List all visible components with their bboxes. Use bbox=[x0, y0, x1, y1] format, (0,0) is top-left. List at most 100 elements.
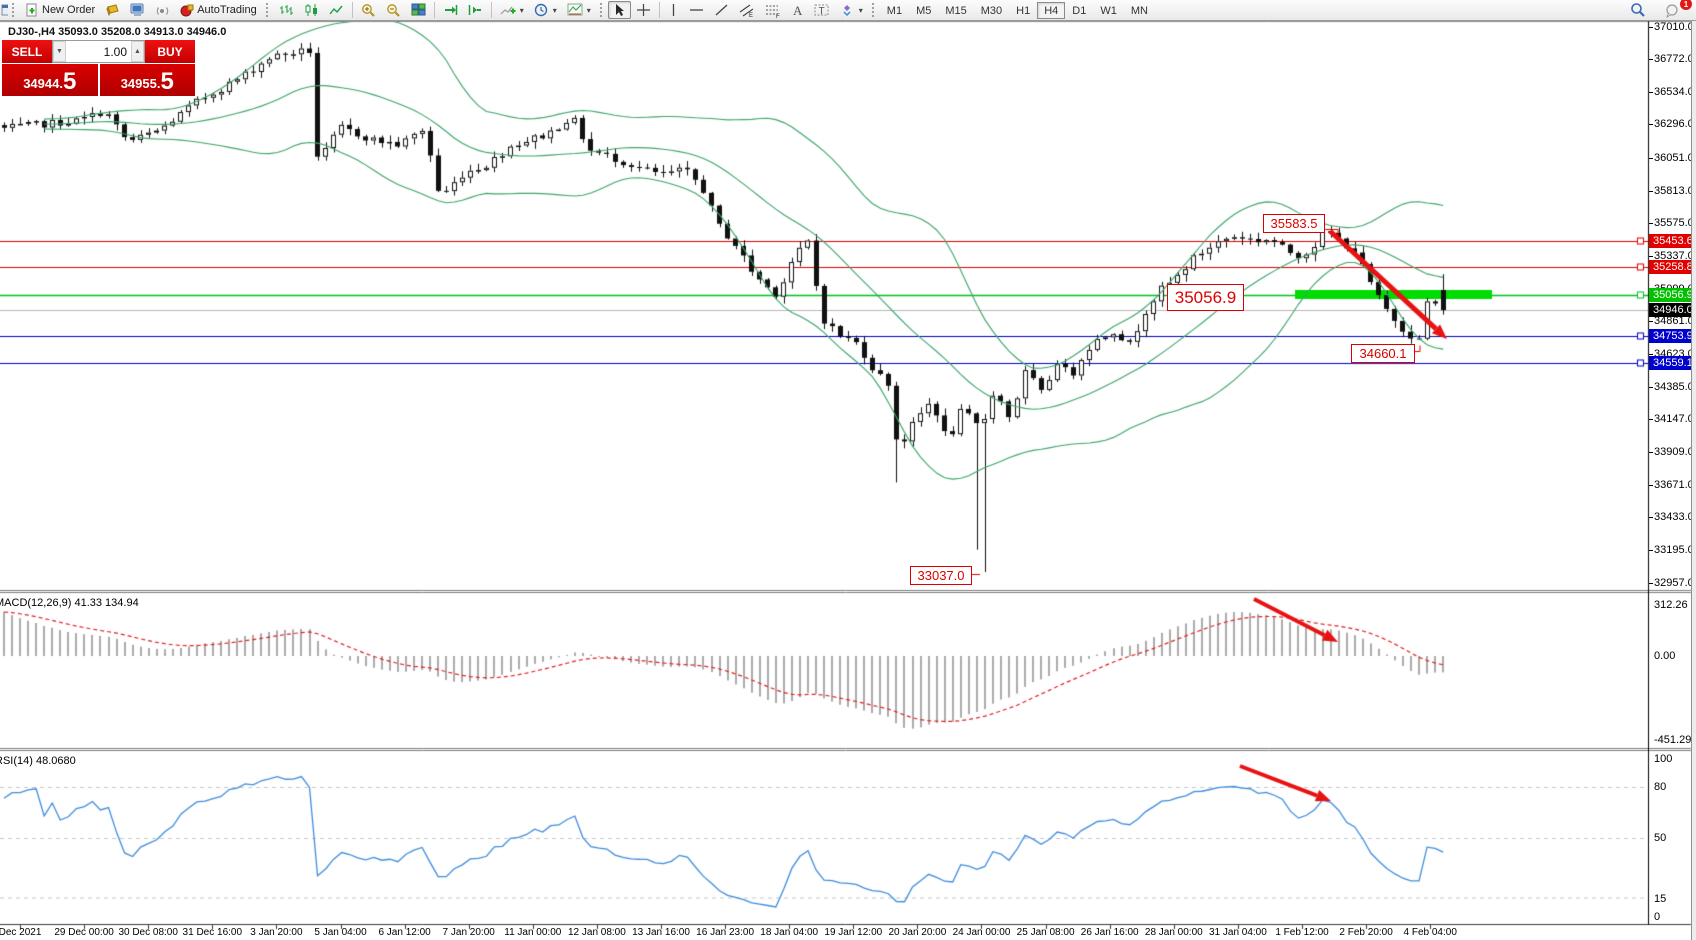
trendline-tool-button[interactable] bbox=[709, 1, 734, 19]
sell-price-display[interactable]: 34944. 5 bbox=[2, 64, 98, 96]
volume-field: ▼ 1.00 ▲ bbox=[52, 40, 145, 63]
buy-price-display[interactable]: 34955. 5 bbox=[99, 64, 195, 96]
toolbar-grip[interactable] bbox=[871, 3, 877, 17]
volume-input[interactable]: 1.00 bbox=[103, 44, 127, 59]
svg-text:T: T bbox=[818, 6, 824, 17]
toolbar: New Order AutoTrading ▾ ▾ ▾ E F A T ▾ M1… bbox=[0, 0, 1696, 21]
time-axis-label: 16 Jan 23:00 bbox=[696, 927, 755, 938]
auto-scroll-button[interactable] bbox=[438, 1, 463, 19]
text-tool-button[interactable]: A bbox=[786, 1, 809, 19]
timeframe-m5-button[interactable]: M5 bbox=[916, 4, 932, 17]
time-axis-label: 2 Feb 20:00 bbox=[1339, 927, 1393, 938]
time-axis-label: 31 Dec 16:00 bbox=[182, 927, 243, 938]
price-callout-label[interactable]: 34660.1 bbox=[1351, 344, 1415, 363]
horizontal-line-tool-button[interactable] bbox=[684, 1, 709, 19]
volume-down-button[interactable]: ▼ bbox=[53, 41, 66, 62]
zoom-out-icon bbox=[386, 3, 400, 17]
time-axis-label: 25 Jan 08:00 bbox=[1016, 927, 1075, 938]
chart-shift-icon bbox=[468, 5, 481, 15]
price-callout-label[interactable]: 35583.5 bbox=[1263, 214, 1325, 233]
search-button[interactable] bbox=[1625, 1, 1651, 19]
gold-ingot-button[interactable] bbox=[100, 1, 125, 19]
text-label-icon: T bbox=[814, 4, 829, 17]
arrows-tool-button[interactable]: ▾ bbox=[835, 1, 868, 19]
terminal-icon bbox=[130, 3, 144, 16]
timeframe-m1-button[interactable]: M1 bbox=[886, 4, 903, 17]
buy-price-main: 34955. bbox=[120, 76, 161, 91]
toolbar-grip[interactable] bbox=[265, 3, 271, 17]
one-click-trading-panel: SELL ▼ 1.00 ▲ BUY 34944. 5 34955. 5 bbox=[2, 40, 195, 96]
svg-text:F: F bbox=[776, 14, 780, 18]
zoom-in-icon bbox=[361, 3, 375, 17]
time-axis-label: 11 Jan 00:00 bbox=[504, 927, 562, 938]
auto-scroll-icon bbox=[444, 5, 457, 15]
channel-tool-button[interactable]: E bbox=[734, 1, 760, 19]
price-level-label: 34946.0 bbox=[1649, 303, 1693, 318]
sell-price-main: 34944. bbox=[23, 76, 63, 91]
window-right-edge bbox=[1691, 0, 1696, 940]
template-button[interactable]: ▾ bbox=[562, 1, 596, 19]
time-axis-label: 18 Jan 04:00 bbox=[760, 927, 819, 938]
price-axis-tick: 33909.0 bbox=[1649, 445, 1694, 458]
autotrading-icon bbox=[180, 4, 194, 17]
terminal-button[interactable] bbox=[125, 1, 150, 19]
timeframe-d1-button[interactable]: D1 bbox=[1072, 4, 1087, 17]
candlestick-chart-button[interactable] bbox=[299, 1, 324, 19]
chart-ohlc-header: DJ30-,H4 35093.0 35208.0 34913.0 34946.0 bbox=[8, 26, 227, 38]
sell-button[interactable]: SELL bbox=[2, 40, 52, 63]
price-callout-label[interactable]: 33037.0 bbox=[910, 566, 972, 585]
chart-shift-button[interactable] bbox=[463, 1, 488, 19]
period-button[interactable]: ▾ bbox=[529, 1, 562, 19]
signal-button[interactable] bbox=[150, 1, 175, 19]
cursor-tool-button[interactable] bbox=[607, 1, 631, 19]
crosshair-tool-button[interactable] bbox=[631, 1, 656, 19]
new-order-icon bbox=[26, 3, 37, 17]
price-axis-tick: 36296.0 bbox=[1649, 118, 1694, 131]
arrows-icon bbox=[843, 5, 851, 17]
chat-button[interactable]: 1 bbox=[1659, 0, 1692, 19]
toolbar-grip[interactable] bbox=[12, 3, 17, 17]
timeframe-h1-button[interactable]: H1 bbox=[1016, 4, 1031, 17]
zoom-out-button[interactable] bbox=[381, 1, 406, 19]
buy-button[interactable]: BUY bbox=[145, 40, 195, 63]
time-axis-label: 4 Feb 04:00 bbox=[1403, 927, 1457, 938]
rsi-axis-tick: 100 bbox=[1654, 753, 1673, 765]
cursor-icon bbox=[615, 4, 624, 16]
template-icon bbox=[567, 3, 583, 16]
timeframe-m15-button[interactable]: M15 bbox=[945, 4, 967, 17]
timeframe-m30-button[interactable]: M30 bbox=[980, 4, 1003, 17]
price-callout-label[interactable]: 35056.9 bbox=[1167, 284, 1244, 311]
fibonacci-tool-button[interactable]: F bbox=[760, 1, 786, 19]
price-axis-tick: 35813.0 bbox=[1649, 184, 1694, 197]
time-axis-label: 26 Jan 16:00 bbox=[1080, 927, 1139, 938]
line-chart-button[interactable] bbox=[324, 1, 349, 19]
time-axis-label: 30 Dec 08:00 bbox=[118, 927, 178, 938]
autotrading-button[interactable]: AutoTrading bbox=[175, 1, 262, 19]
new-order-button[interactable]: New Order bbox=[20, 1, 100, 19]
timeframe-mn-button[interactable]: MN bbox=[1130, 4, 1148, 17]
bar-chart-button[interactable] bbox=[274, 1, 299, 19]
chevron-down-icon: ▾ bbox=[552, 5, 557, 15]
timeframe-h4-button[interactable]: H4 bbox=[1037, 1, 1066, 19]
indicators-button[interactable]: ▾ bbox=[495, 1, 529, 19]
toolbar-grip[interactable] bbox=[599, 3, 605, 17]
price-axis-tick: 37010.0 bbox=[1649, 20, 1694, 33]
price-axis[interactable]: 37010.0 36772.0 36534.0 36296.0 36051.0 35813… bbox=[1649, 20, 1694, 925]
bar-chart-icon bbox=[279, 5, 293, 15]
tile-windows-button[interactable] bbox=[406, 1, 431, 19]
rsi-indicator-label: RSI(14) 48.0680 bbox=[0, 755, 76, 767]
vertical-line-tool-button[interactable] bbox=[663, 1, 684, 19]
channel-icon: E bbox=[739, 4, 754, 18]
autotrading-label: AutoTrading bbox=[197, 4, 257, 16]
svg-text:A: A bbox=[793, 3, 803, 17]
vertical-line-icon bbox=[672, 4, 674, 16]
text-label-tool-button[interactable]: T bbox=[809, 1, 835, 19]
volume-up-button[interactable]: ▲ bbox=[131, 41, 144, 62]
zoom-in-button[interactable] bbox=[356, 1, 381, 19]
line-chart-icon bbox=[329, 5, 343, 15]
price-axis-tick: 34385.0 bbox=[1649, 380, 1694, 393]
price-axis-tick: 32957.0 bbox=[1649, 576, 1694, 589]
time-axis[interactable]: Dec 2021 29 Dec 00:00 30 Dec 08:00 31 Dec 1… bbox=[0, 926, 1648, 940]
timeframe-w1-button[interactable]: W1 bbox=[1100, 4, 1117, 17]
